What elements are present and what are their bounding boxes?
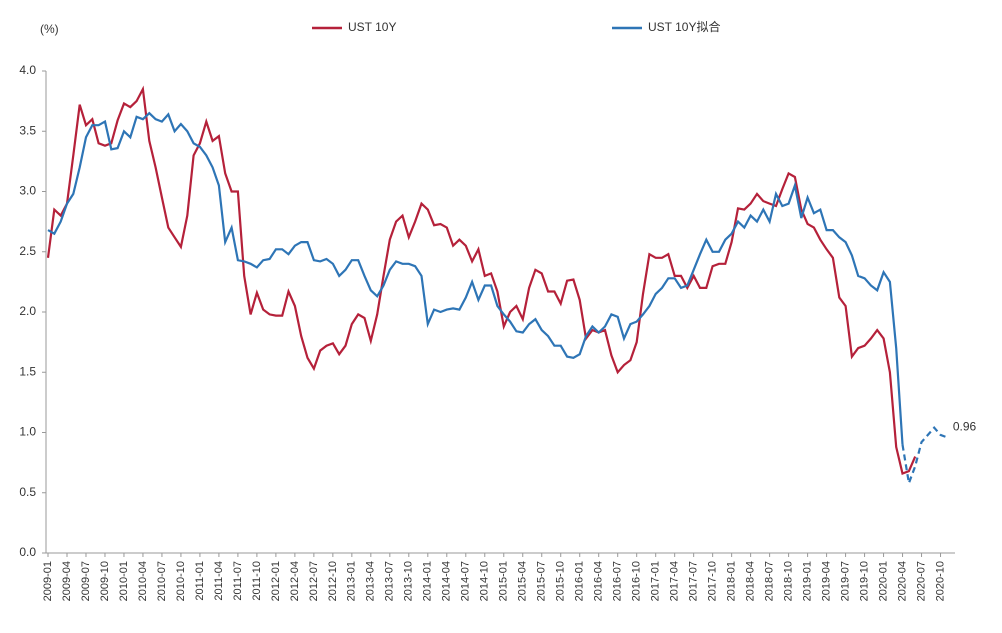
x-tick-label: 2009-07	[80, 561, 92, 601]
legend-label: UST 10Y	[348, 20, 396, 34]
y-tick-label: 2.5	[19, 244, 36, 258]
x-tick-label: 2019-07	[839, 561, 851, 601]
x-tick-label: 2017-10	[707, 561, 719, 601]
x-tick-label: 2011-07	[232, 561, 244, 601]
x-tick-label: 2010-04	[137, 561, 149, 601]
x-tick-label: 2020-07	[915, 561, 927, 601]
x-tick-label: 2012-04	[289, 561, 301, 601]
x-tick-label: 2012-07	[308, 561, 320, 601]
x-tick-label: 2013-10	[403, 561, 415, 601]
x-tick-label: 2011-04	[213, 561, 225, 601]
y-tick-label: 2.0	[19, 304, 36, 318]
series-line	[901, 426, 948, 488]
x-tick-label: 2018-07	[764, 561, 776, 601]
y-tick-label: 4.0	[19, 63, 36, 77]
x-tick-label: 2016-04	[593, 561, 605, 601]
x-tick-label: 2013-04	[365, 561, 377, 601]
x-tick-label: 2019-10	[858, 561, 870, 601]
series-line	[47, 111, 904, 445]
x-tick-label: 2019-04	[820, 561, 832, 601]
y-tick-label: 0.5	[19, 485, 36, 499]
y-tick-label: 1.0	[19, 425, 36, 439]
y-tick-label: 0.0	[19, 545, 36, 559]
x-tick-label: 2015-01	[498, 561, 510, 601]
x-tick-label: 2016-01	[574, 561, 586, 601]
unit-label: (%)	[40, 22, 59, 36]
x-tick-label: 2010-07	[156, 561, 168, 601]
x-tick-label: 2010-01	[118, 561, 130, 601]
x-tick-label: 2013-01	[346, 561, 358, 601]
x-tick-label: 2014-10	[479, 561, 491, 601]
x-tick-label: 2015-04	[517, 561, 529, 601]
x-tick-label: 2018-01	[726, 561, 738, 601]
annotation: 0.96	[953, 419, 977, 433]
x-tick-label: 2014-04	[441, 561, 453, 601]
x-tick-label: 2009-04	[61, 561, 73, 601]
x-tick-label: 2018-10	[783, 561, 795, 601]
x-tick-label: 2017-04	[669, 561, 681, 601]
y-tick-label: 1.5	[19, 364, 36, 378]
x-tick-label: 2011-01	[194, 561, 206, 601]
x-tick-label: 2020-10	[934, 561, 946, 601]
x-tick-label: 2015-07	[536, 561, 548, 601]
x-tick-label: 2009-10	[99, 561, 111, 601]
x-tick-label: 2018-04	[745, 561, 757, 601]
y-tick-label: 3.0	[19, 184, 36, 198]
x-tick-label: 2009-01	[42, 561, 54, 601]
x-tick-label: 2019-01	[802, 561, 814, 601]
x-tick-label: 2015-10	[555, 561, 567, 601]
x-tick-label: 2020-04	[896, 561, 908, 601]
legend-label: UST 10Y拟合	[648, 19, 720, 34]
x-tick-label: 2011-10	[251, 561, 263, 601]
x-tick-label: 2017-07	[688, 561, 700, 601]
x-tick-label: 2017-01	[650, 561, 662, 601]
x-tick-label: 2014-01	[422, 561, 434, 601]
x-tick-label: 2020-01	[877, 561, 889, 601]
series-line	[46, 85, 917, 475]
x-tick-label: 2013-07	[384, 561, 396, 601]
x-tick-label: 2012-10	[327, 561, 339, 601]
x-tick-label: 2016-10	[631, 561, 643, 601]
x-tick-label: 2014-07	[460, 561, 472, 601]
y-tick-label: 3.5	[19, 123, 36, 137]
x-tick-label: 2012-01	[270, 561, 282, 601]
x-tick-label: 2016-07	[612, 561, 624, 601]
x-tick-label: 2010-10	[175, 561, 187, 601]
